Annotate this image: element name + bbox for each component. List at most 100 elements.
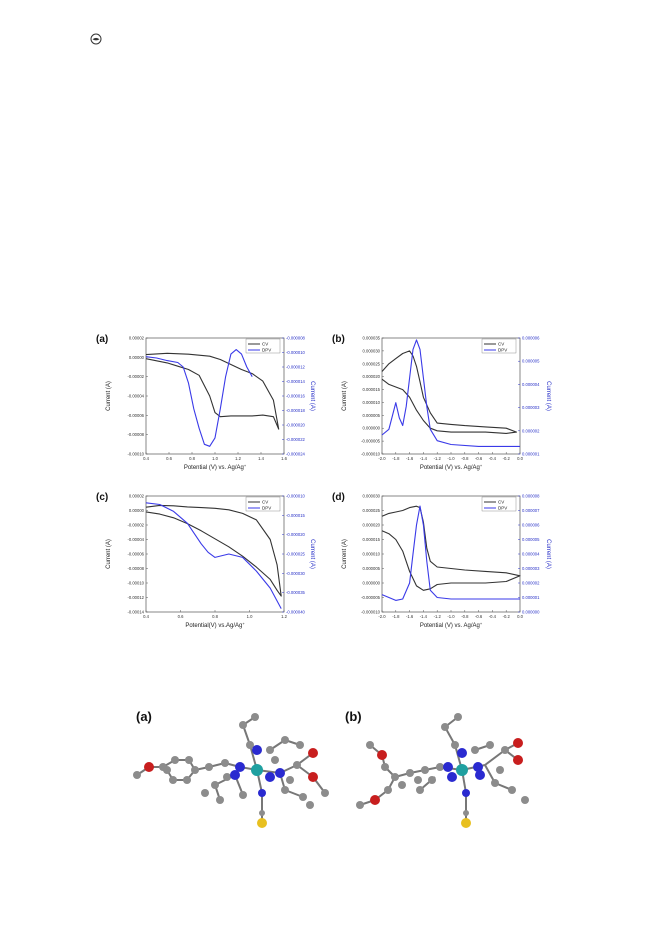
chart-d-svg: (d) -2.0 -1.8 -1.6 -1.4 -1.2 -1.0 -0.8 -0.6 -0.4 -…	[332, 492, 551, 630]
chart-panel-a: (a) 0.4 0.6 0.8 1.0 1.2 1.4 1.6 0.00002 0.00000 -0…	[96, 330, 315, 480]
x-tick-label: -0.8	[461, 614, 469, 619]
plot-frame	[381, 337, 521, 455]
y-tick-label: -0.000010	[361, 452, 381, 457]
x-tick-label: -1.0	[447, 456, 455, 461]
series-line-dpv	[381, 339, 520, 447]
x-tick-label: 1.0	[247, 614, 253, 619]
y2-tick-label: -0.000010	[286, 350, 306, 355]
y-tick-label: -0.00014	[127, 610, 144, 615]
x-axis-label: Potential (V) vs. Ag/Ag+	[420, 621, 483, 630]
y-tick-label: -0.00006	[127, 552, 144, 557]
panel-label: (c)	[96, 492, 108, 503]
y2-tick-label: -0.000035	[286, 590, 306, 595]
y-tick-label: 0.000005	[363, 413, 381, 418]
chart-b-svg: (b) -2.0 -1.8 -1.6 -1.4 -1.2 -1.0 -0.8 -0.6 -0.4 -…	[332, 334, 551, 472]
circle-logo-icon	[90, 33, 102, 45]
plot-frame	[381, 495, 521, 613]
y-axis-label: Current (A)	[106, 539, 112, 569]
x-tick-label: 0.4	[143, 456, 149, 461]
y2-tick-label: -0.000025	[286, 552, 306, 557]
y-tick-label: -0.00006	[127, 413, 144, 418]
y2-tick-label: 0.000000	[522, 610, 540, 615]
y2-tick-label: 0.000006	[522, 336, 540, 341]
y-tick-label: 0.000015	[363, 537, 381, 542]
x-tick-label: -0.6	[475, 456, 483, 461]
y-tick-label: 0.000000	[363, 581, 381, 586]
x-tick-label: 0.0	[517, 614, 523, 619]
y2-tick-label: 0.000005	[522, 537, 540, 542]
x-tick-label: 1.2	[281, 614, 287, 619]
y-tick-label: 0.000010	[363, 552, 381, 557]
series-line-cv	[145, 352, 280, 430]
y-tick-label: 0.000020	[363, 374, 381, 379]
panel-label: (a)	[96, 334, 108, 345]
y-tick-label: -0.00008	[127, 432, 144, 437]
y-tick-label: -0.00010	[127, 452, 144, 457]
y2-tick-label: -0.000040	[286, 610, 306, 615]
y2-tick-label: -0.000020	[286, 423, 306, 428]
x-tick-label: 0.6	[178, 614, 184, 619]
x-tick-label: 1.0	[212, 456, 218, 461]
series-line-dpv	[145, 349, 253, 447]
x-axis-label: Potential (V) vs. Ag/Ag+	[420, 463, 483, 472]
x-tick-label: 0.6	[166, 456, 172, 461]
y-tick-label: -0.00004	[127, 537, 144, 542]
y2-axis-label: Current (A)	[545, 381, 551, 411]
molecule-b-structure	[356, 713, 529, 828]
y2-tick-label: -0.000030	[286, 571, 306, 576]
series-line-dpv	[145, 502, 282, 609]
legend-label: CV	[498, 500, 504, 505]
x-tick-label: -0.2	[503, 614, 511, 619]
molecule-a-label: (a)	[136, 709, 152, 724]
x-tick-label: -1.8	[392, 614, 400, 619]
series-line-cv	[381, 350, 518, 434]
x-tick-label: 0.0	[517, 456, 523, 461]
y2-tick-label: 0.000005	[522, 359, 540, 364]
panel-label: (b)	[332, 334, 345, 345]
x-tick-label: -1.2	[434, 456, 442, 461]
x-tick-label: -2.0	[378, 614, 386, 619]
y-tick-label: 0.000000	[363, 426, 381, 431]
y2-tick-label: -0.000024	[286, 452, 306, 457]
y2-tick-label: 0.000002	[522, 428, 540, 433]
y2-tick-label: -0.000022	[286, 437, 306, 442]
x-axis-label: Potential (V) vs. Ag/Ag+	[184, 463, 247, 472]
chart-panel-b: (b) -2.0 -1.8 -1.6 -1.4 -1.2 -1.0 -0.8 -0.6 -0.4 -…	[332, 330, 551, 480]
y2-tick-label: -0.000016	[286, 394, 306, 399]
y2-tick-label: 0.000002	[522, 581, 540, 586]
y-tick-label: -0.000005	[361, 595, 381, 600]
x-tick-label: -1.4	[420, 456, 428, 461]
x-tick-label: 1.6	[281, 456, 287, 461]
legend-label: DPV	[498, 506, 507, 511]
legend-label: CV	[262, 500, 268, 505]
panel-label: (d)	[332, 492, 345, 503]
x-tick-label: -0.8	[461, 456, 469, 461]
y2-tick-label: 0.000008	[522, 494, 540, 499]
y-tick-label: 0.000030	[363, 494, 381, 499]
molecule-b-label: (b)	[345, 709, 362, 724]
x-tick-label: -1.2	[434, 614, 442, 619]
x-tick-label: 1.2	[235, 456, 241, 461]
y-tick-label: -0.00004	[127, 394, 144, 399]
chart-panel-c: (c) 0.4 0.6 0.8 1.0 1.2 0.00002 0.00000 -0.00002…	[96, 488, 315, 638]
y2-tick-label: -0.000015	[286, 513, 306, 518]
chart-c-svg: (c) 0.4 0.6 0.8 1.0 1.2 0.00002 0.00000 -0.00002…	[96, 492, 315, 629]
y2-tick-label: 0.000004	[522, 552, 540, 557]
y-tick-label: 0.00002	[129, 336, 145, 341]
x-tick-label: 1.4	[258, 456, 264, 461]
y-tick-label: 0.00000	[129, 355, 145, 360]
y-tick-label: -0.00008	[127, 566, 144, 571]
y-tick-label: 0.000025	[363, 361, 381, 366]
legend-label: CV	[498, 342, 504, 347]
x-tick-label: -1.6	[406, 614, 414, 619]
y2-tick-label: 0.000001	[522, 452, 540, 457]
x-tick-label: -0.4	[489, 456, 497, 461]
y-tick-label: 0.000015	[363, 387, 381, 392]
legend-label: CV	[262, 342, 268, 347]
legend-label: DPV	[262, 348, 271, 353]
series-line-dpv	[381, 505, 520, 601]
y-tick-label: -0.00012	[127, 595, 144, 600]
y2-tick-label: -0.000014	[286, 379, 306, 384]
x-tick-label: -1.4	[420, 614, 428, 619]
y2-axis-label: Current (A)	[309, 539, 315, 569]
